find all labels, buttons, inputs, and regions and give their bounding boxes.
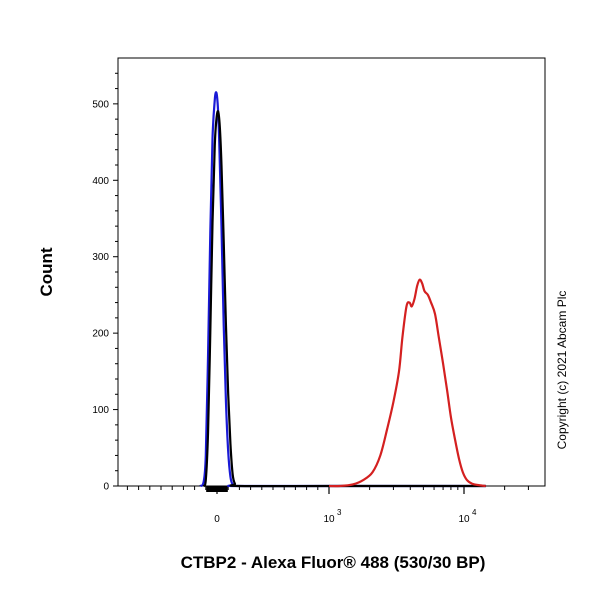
x-tick-label: 10	[323, 514, 335, 525]
series-line-3	[328, 278, 486, 488]
y-tick-label: 100	[92, 405, 109, 416]
y-tick-label: 400	[92, 176, 109, 187]
x-tick-exponent: 3	[337, 508, 342, 517]
x-tick-label: 10	[458, 514, 470, 525]
copyright-text: Copyright (c) 2021 Abcam Plc	[555, 291, 569, 450]
series-group	[199, 91, 486, 488]
x-tick-exponent: 4	[472, 508, 477, 517]
x-tick-label: 0	[214, 514, 220, 525]
y-tick-label: 0	[103, 482, 109, 493]
series-line-1	[199, 91, 486, 488]
series-line-2	[202, 110, 486, 488]
x-axis-label: CTBP2 - Alexa Fluor® 488 (530/30 BP)	[181, 553, 486, 572]
y-axis-label: Count	[37, 247, 56, 296]
labels: Count CTBP2 - Alexa Fluor® 488 (530/30 B…	[37, 247, 569, 572]
y-tick-label: 300	[92, 252, 109, 263]
plot-frame	[117, 57, 546, 487]
y-tick-label: 200	[92, 329, 109, 340]
y-tick-label: 500	[92, 99, 109, 110]
